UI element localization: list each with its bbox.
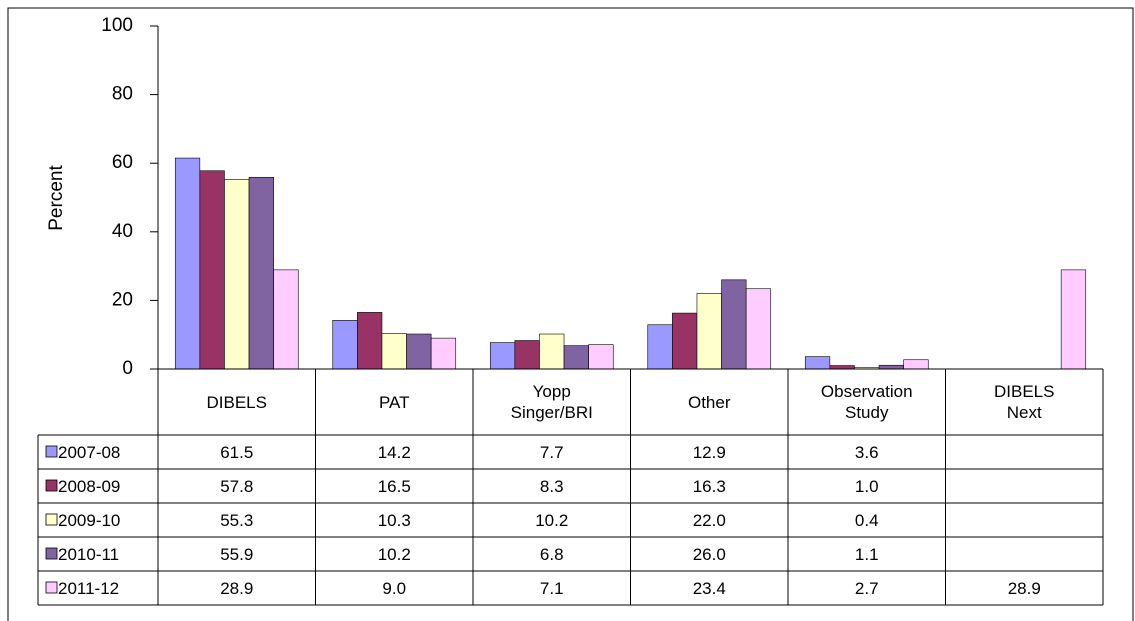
bar	[357, 312, 383, 370]
data-label: 55.3	[220, 510, 254, 530]
bar	[406, 333, 432, 370]
bar	[332, 319, 358, 370]
legend-label: 2011-12	[58, 578, 120, 598]
data-label: 28.9	[220, 578, 254, 598]
data-label: 14.2	[377, 442, 411, 462]
bar	[248, 176, 274, 370]
y-tick-label: 100	[101, 15, 133, 36]
data-label: 28.9	[1007, 578, 1041, 598]
data-label: 10.2	[535, 510, 569, 530]
bar	[539, 333, 565, 370]
bar	[489, 342, 516, 370]
legend-swatch	[45, 479, 58, 492]
bar	[696, 293, 722, 370]
x-tick-label: Other	[687, 392, 731, 412]
bar	[224, 179, 250, 370]
y-tick-label: 20	[112, 289, 133, 310]
data-label: 1.0	[854, 476, 879, 496]
legend-label: 2009-10	[58, 510, 121, 530]
x-tick-label: Yopp Singer/BRI	[510, 382, 593, 422]
x-tick-label: DIBELS Next	[994, 382, 1055, 422]
bar	[273, 269, 299, 370]
bar	[745, 288, 772, 370]
data-label: 10.2	[377, 544, 411, 564]
data-label: 55.9	[220, 544, 254, 564]
legend-label: 2008-09	[58, 476, 121, 496]
data-label: 23.4	[692, 578, 726, 598]
data-label: 3.6	[854, 442, 879, 462]
data-label: 9.0	[382, 578, 407, 598]
data-label: 1.1	[854, 544, 879, 564]
x-tick-label: DIBELS	[206, 392, 267, 412]
legend-swatch	[45, 581, 58, 594]
y-tick-label: 0	[122, 358, 133, 379]
data-label: 61.5	[220, 442, 254, 462]
x-tick-label: PAT	[378, 392, 410, 412]
y-tick-label: 80	[112, 84, 133, 105]
x-tick-label: Observation Study	[820, 382, 913, 422]
legend-swatch	[45, 547, 58, 560]
bar	[588, 344, 614, 370]
bar	[647, 324, 673, 370]
data-label: 12.9	[692, 442, 726, 462]
data-label: 0.4	[854, 510, 879, 530]
data-label: 10.3	[377, 510, 411, 530]
bar	[903, 359, 929, 370]
data-label: 2.7	[854, 578, 879, 598]
data-label: 6.8	[539, 544, 564, 564]
bar	[514, 340, 540, 370]
bar	[381, 333, 407, 370]
y-tick-label: 60	[112, 152, 133, 173]
data-label: 57.8	[220, 476, 254, 496]
bar	[563, 345, 589, 370]
data-label: 16.3	[692, 476, 726, 496]
legend-label: 2010-11	[58, 544, 120, 564]
chart-frame	[7, 7, 1134, 621]
bar	[1060, 269, 1087, 370]
legend-label: 2007-08	[58, 442, 121, 462]
data-label: 7.7	[539, 442, 564, 462]
bar	[174, 157, 201, 370]
data-label: 16.5	[377, 476, 411, 496]
bar	[721, 279, 747, 370]
data-label: 22.0	[692, 510, 726, 530]
data-label: 8.3	[539, 476, 564, 496]
data-label: 7.1	[539, 578, 564, 598]
data-label: 26.0	[692, 544, 726, 564]
y-axis-label: Percent	[46, 165, 67, 231]
bar	[804, 356, 831, 370]
bar	[199, 170, 225, 370]
bar	[672, 312, 698, 370]
legend-swatch	[45, 513, 58, 526]
legend-swatch	[45, 445, 58, 458]
bar	[430, 337, 457, 370]
y-tick-label: 40	[112, 221, 133, 242]
